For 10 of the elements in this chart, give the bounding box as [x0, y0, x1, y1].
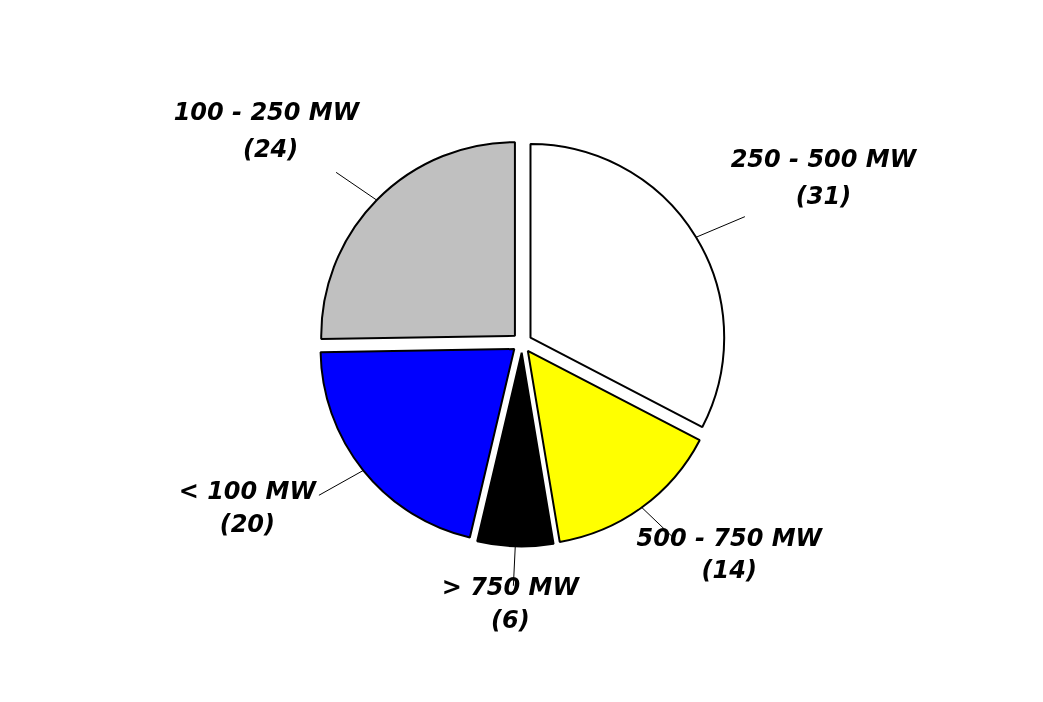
data-label: (20): [219, 509, 276, 538]
slice-label: 100 - 250 MW: [173, 98, 361, 127]
slice-label: 500 - 750 MW: [636, 523, 824, 552]
data-label: (31): [795, 181, 852, 210]
data-label: (14): [701, 556, 757, 585]
slice-label: < 100 MW: [178, 476, 318, 505]
slice-label: > 750 MW: [441, 572, 581, 601]
slice-label: 250 - 500 MW: [730, 145, 918, 174]
data-label: (6): [491, 605, 530, 634]
data-label: (24): [242, 134, 299, 163]
